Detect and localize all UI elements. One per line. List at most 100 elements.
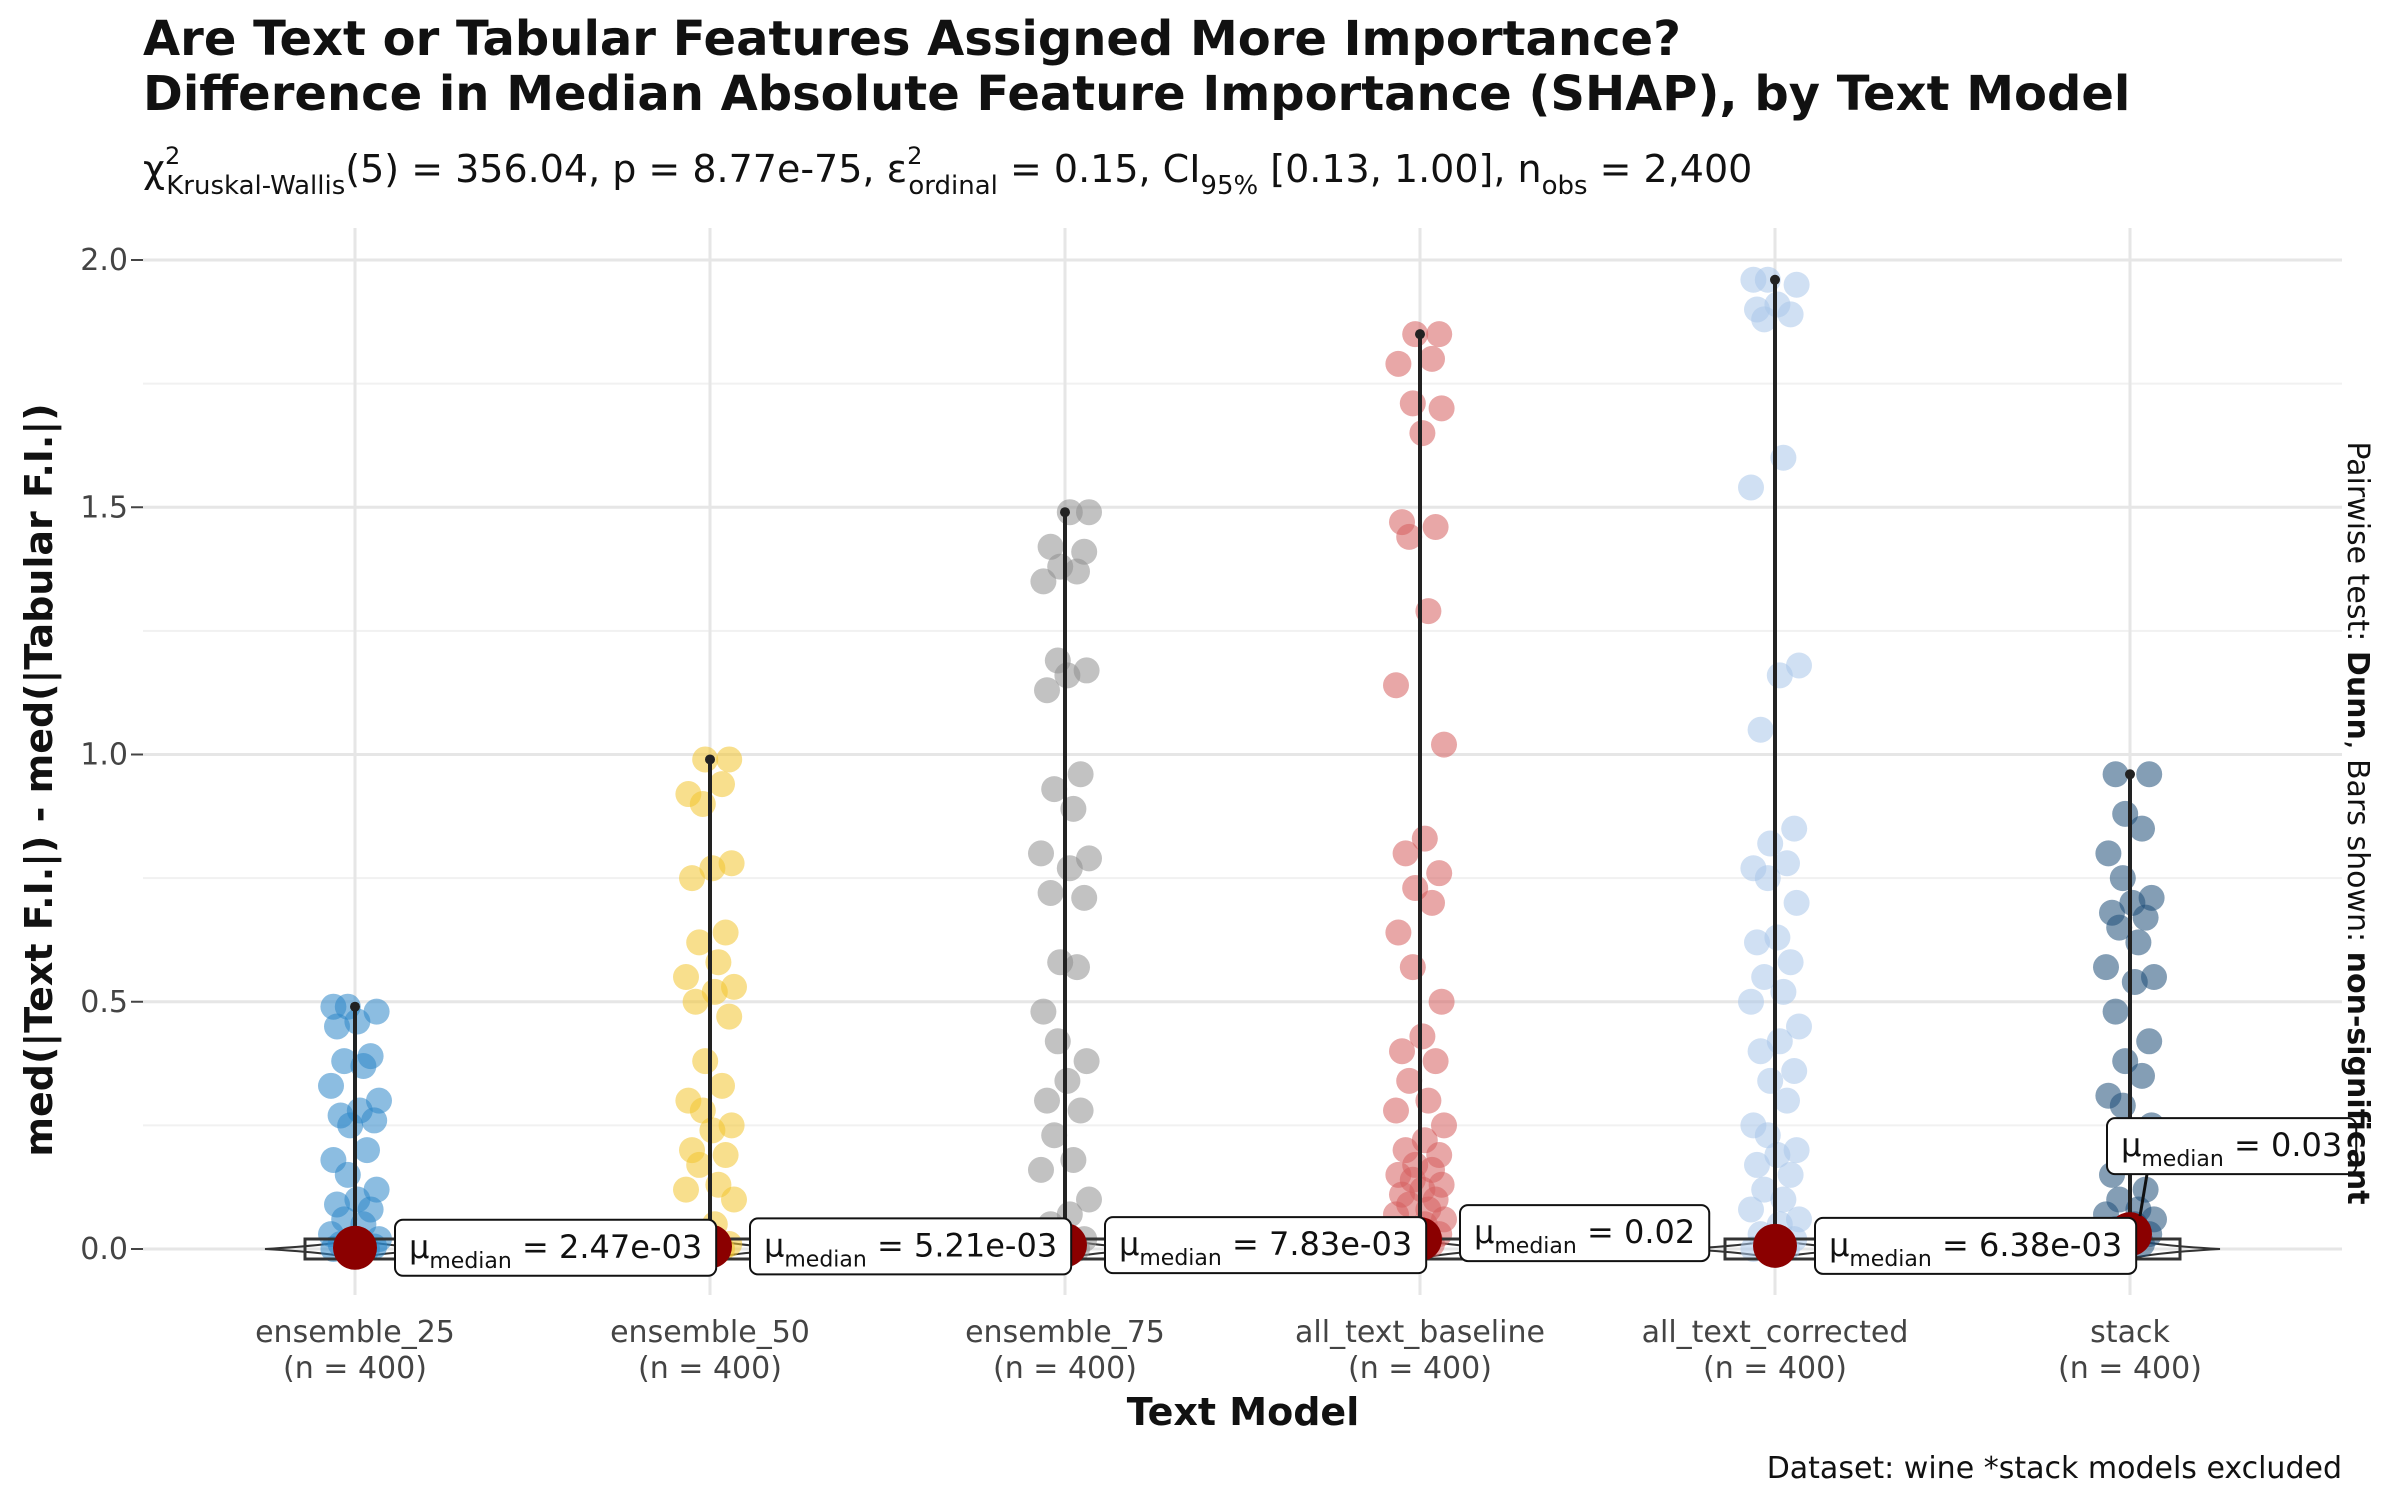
series-ensemble_50 bbox=[619, 746, 801, 1269]
stats-chi-sup: 2 bbox=[165, 142, 180, 170]
data-point bbox=[1777, 1161, 1804, 1188]
median-labels: μmedian = 2.47e-03 μmedian = 5.21e-03 μmed… bbox=[394, 1117, 2358, 1277]
data-point bbox=[357, 1043, 384, 1070]
data-point bbox=[1431, 1112, 1457, 1139]
data-point bbox=[1783, 1137, 1810, 1164]
median-label-mu: μ bbox=[1474, 1213, 1494, 1251]
y-axis-ticks: 0.0 0.5 1.0 1.5 2.0 bbox=[80, 243, 143, 1267]
data-point bbox=[2095, 1082, 2122, 1109]
data-point bbox=[1392, 1137, 1419, 1164]
data-point bbox=[721, 973, 747, 1000]
x-tick-count: (n = 400) bbox=[1703, 1351, 1847, 1386]
data-point bbox=[1740, 1112, 1767, 1139]
data-point bbox=[320, 993, 347, 1020]
data-point bbox=[2129, 815, 2155, 842]
stats-n-sub: obs bbox=[1542, 171, 1588, 201]
data-point bbox=[686, 929, 713, 956]
data-point bbox=[692, 1048, 719, 1075]
data-point bbox=[679, 1137, 705, 1164]
data-point bbox=[716, 746, 743, 773]
median-label-text: μmedian = 5.21e-03 bbox=[764, 1226, 1057, 1272]
data-point bbox=[1409, 1023, 1436, 1050]
data-point bbox=[1757, 830, 1784, 857]
data-point bbox=[1076, 1186, 1102, 1213]
data-point bbox=[1402, 875, 1429, 902]
x-tick-count: (n = 400) bbox=[2058, 1351, 2202, 1386]
whisker-cap bbox=[1770, 274, 1780, 285]
median-label: μmedian = 2.47e-03 bbox=[394, 1218, 718, 1277]
data-point bbox=[1037, 533, 1064, 560]
data-point bbox=[2112, 800, 2139, 827]
series-all_text_corrected bbox=[1684, 266, 1866, 1268]
data-point bbox=[2106, 1186, 2133, 1213]
data-point bbox=[344, 1186, 371, 1213]
stats-n-val: = 2,400 bbox=[1588, 147, 1753, 191]
median-label-value: = 2.47e-03 bbox=[512, 1228, 702, 1266]
data-point bbox=[366, 1087, 392, 1114]
y-tick-label: 2.0 bbox=[80, 243, 128, 278]
median-label: μmedian = 0.03 bbox=[2106, 1117, 2358, 1217]
data-point bbox=[1073, 657, 1100, 684]
stats-chi: χ bbox=[143, 147, 165, 191]
pairwise-test: Dunn bbox=[2340, 651, 2375, 740]
data-point bbox=[324, 1013, 350, 1040]
data-point bbox=[1786, 652, 1812, 679]
x-tick-label: stack bbox=[2090, 1315, 2170, 1350]
data-point bbox=[2093, 954, 2119, 981]
data-point bbox=[2141, 964, 2167, 991]
data-point bbox=[709, 771, 735, 798]
pairwise-test-label: Pairwise test: Dunn, Bars shown: non-sig… bbox=[2340, 441, 2375, 1204]
data-point bbox=[2102, 998, 2129, 1025]
stats-eps-val: = 0.15, CI bbox=[998, 147, 1201, 191]
data-point bbox=[1034, 677, 1060, 704]
median-label-value: = 5.21e-03 bbox=[867, 1226, 1057, 1264]
data-point bbox=[1073, 1048, 1100, 1075]
data-point bbox=[709, 1072, 735, 1099]
data-point bbox=[1047, 949, 1074, 976]
data-point bbox=[1777, 949, 1804, 976]
data-point bbox=[1041, 1122, 1068, 1149]
data-point bbox=[1757, 1067, 1784, 1094]
data-point bbox=[2095, 840, 2122, 867]
data-point bbox=[1028, 840, 1054, 867]
x-axis-ticks: ensemble_25(n = 400)ensemble_50(n = 400)… bbox=[255, 1315, 2202, 1386]
data-point bbox=[1747, 716, 1774, 743]
median-label: μmedian = 6.38e-03 bbox=[1814, 1216, 2138, 1275]
chart-title: Are Text or Tabular Features Assigned Mo… bbox=[143, 11, 1681, 67]
stats-eps: ε bbox=[887, 147, 908, 191]
data-point bbox=[363, 998, 390, 1025]
median-label-value: = 7.83e-03 bbox=[1222, 1225, 1412, 1263]
stats-chi-sub: Kruskal-Wallis bbox=[166, 171, 345, 201]
data-point bbox=[1076, 845, 1102, 872]
data-point bbox=[1744, 929, 1770, 956]
series-ensemble_25 bbox=[264, 993, 446, 1270]
data-point bbox=[1740, 855, 1767, 882]
stats-ci-sub: 95% bbox=[1200, 171, 1258, 201]
stats-line: χ2 Kruskal-Wallis(5) = 356.04, p = 8.77e-… bbox=[143, 142, 1752, 201]
data-point bbox=[712, 919, 739, 946]
data-point bbox=[673, 964, 699, 991]
pairwise-bars: non-significant bbox=[2340, 952, 2375, 1205]
median-label-box bbox=[1814, 1216, 2138, 1275]
data-point bbox=[1396, 1067, 1423, 1094]
data-point bbox=[1389, 509, 1415, 536]
data-point bbox=[2136, 1028, 2163, 1055]
data-point bbox=[1028, 1156, 1054, 1183]
median-label-text: μmedian = 2.47e-03 bbox=[409, 1228, 702, 1274]
y-tick-label: 0.5 bbox=[80, 985, 128, 1020]
median-label-mu: μ bbox=[1119, 1225, 1139, 1263]
median-label-mu: μ bbox=[409, 1228, 429, 1266]
median-label-sub: median bbox=[784, 1247, 866, 1272]
median-label-text: μmedian = 0.02 bbox=[1474, 1213, 1695, 1259]
data-point bbox=[1428, 395, 1455, 422]
data-point bbox=[1067, 761, 1094, 788]
data-point bbox=[320, 1146, 347, 1173]
data-point bbox=[1426, 321, 1453, 348]
median-label-sub: median bbox=[1494, 1234, 1576, 1259]
median-label-box bbox=[2106, 1117, 2358, 1176]
data-point bbox=[354, 1137, 380, 1164]
data-point bbox=[1783, 889, 1810, 916]
data-point bbox=[712, 1142, 739, 1169]
